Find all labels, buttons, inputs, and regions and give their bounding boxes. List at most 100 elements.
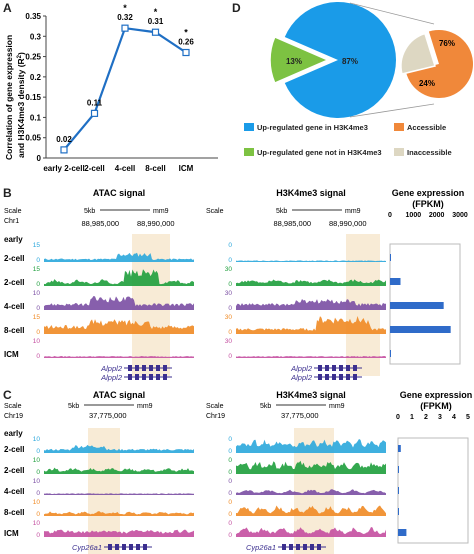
signal-track — [44, 529, 194, 537]
track-baseline: 0 — [228, 281, 232, 288]
exon — [115, 544, 119, 550]
slice-label: 13% — [286, 57, 302, 66]
chromosome-label: Chr19 — [4, 413, 23, 420]
track-scale: 15 — [33, 314, 41, 321]
panel-d-pies: 87% 13% 76% 24% Up-regulated gene in H3K4me… — [244, 1, 473, 157]
connector-line — [349, 103, 435, 118]
scalebar-label: 5kb — [68, 403, 79, 410]
track-scale: 10 — [33, 436, 41, 443]
stage-label: early — [4, 235, 23, 244]
track-scale: 10 — [33, 520, 41, 527]
exon — [318, 374, 322, 380]
data-point — [151, 28, 160, 36]
stage-label: 2-cell — [4, 445, 24, 454]
gene-label: Alppl2 — [100, 364, 123, 373]
exon — [143, 544, 147, 550]
exon — [296, 544, 300, 550]
y-tick-label: 0.1 — [30, 113, 42, 122]
coordinate-label: 88,990,000 — [329, 219, 367, 228]
expression-bar — [398, 508, 399, 515]
assembly-label: mm9 — [329, 403, 345, 410]
data-label: 0.32 — [117, 13, 133, 22]
x-tick-label: ICM — [179, 164, 194, 173]
series-line — [63, 26, 187, 151]
expression-tick: 1000 — [406, 212, 422, 219]
track-scale: 10 — [33, 499, 41, 506]
expression-tick: 5 — [466, 414, 470, 421]
exon — [318, 365, 322, 371]
signal-track — [44, 467, 194, 474]
atac-title: ATAC signal — [93, 390, 145, 400]
signal-track — [236, 260, 386, 262]
track-scale: 15 — [33, 266, 41, 273]
track-baseline: 0 — [36, 448, 40, 455]
track-baseline: 0 — [36, 305, 40, 312]
track-baseline: 0 — [36, 469, 40, 476]
scalebar-label: 5kb — [276, 208, 287, 215]
coordinate-label: 88,985,000 — [82, 219, 120, 228]
stage-label: 8-cell — [4, 326, 24, 335]
expression-bar — [398, 466, 399, 473]
signal-track — [44, 296, 194, 310]
signal-track — [236, 439, 386, 453]
expression-bar — [398, 529, 407, 536]
legend-label: Up-regulated gene not in H3K4me3 — [257, 148, 382, 157]
exon — [289, 544, 293, 550]
gene-label: Alppl2 — [290, 364, 313, 373]
panel-label-b: B — [3, 186, 12, 200]
pie-slice — [405, 29, 473, 98]
exon — [129, 544, 133, 550]
expression-frame — [397, 437, 469, 544]
signal-track — [236, 505, 386, 516]
track-baseline: 0 — [36, 490, 40, 497]
panel-label-c: C — [3, 388, 12, 402]
coordinate-label: 88,985,000 — [274, 219, 312, 228]
exon — [339, 365, 343, 371]
exon — [136, 544, 140, 550]
expression-tick: 3 — [438, 414, 442, 421]
signal-track — [236, 527, 386, 537]
legend-swatch — [244, 148, 254, 156]
signal-track — [44, 444, 194, 453]
stage-label: 2-cell — [4, 254, 24, 263]
scalebar-label: 5kb — [84, 208, 95, 215]
legend-label: Accessible — [407, 123, 446, 132]
legend-swatch — [244, 123, 254, 131]
panel-label-d: D — [232, 1, 241, 15]
expression-tick: 1 — [410, 414, 414, 421]
scale-label: Scale — [206, 403, 224, 410]
signal-track — [236, 460, 386, 474]
exon — [353, 365, 357, 371]
assembly-label: mm9 — [153, 208, 169, 215]
track-baseline: 0 — [228, 257, 232, 264]
expression-bar — [390, 254, 391, 261]
slice-label: 76% — [439, 39, 455, 48]
stage-label: 4-cell — [4, 487, 24, 496]
exon — [163, 374, 167, 380]
exon — [122, 544, 126, 550]
legend-swatch — [394, 123, 404, 131]
legend-label: Inaccessible — [407, 148, 452, 157]
signal-track — [44, 269, 194, 286]
y-tick-label: 0.3 — [30, 32, 42, 41]
legend-swatch — [394, 148, 404, 156]
exon — [310, 544, 314, 550]
signal-track — [236, 279, 386, 286]
track-scale: 30 — [225, 266, 233, 273]
track-baseline: 0 — [228, 448, 232, 455]
y-tick-label: 0.35 — [25, 12, 41, 21]
data-label: 0.02 — [56, 135, 72, 144]
exon — [332, 374, 336, 380]
track-baseline: 0 — [36, 329, 40, 336]
track-baseline: 0 — [228, 353, 232, 360]
track-scale: 0 — [228, 478, 232, 485]
pie-slice — [284, 1, 396, 119]
panel-label-a: A — [3, 1, 12, 15]
stage-label: 2-cell — [4, 466, 24, 475]
coordinate-label: 37,775,000 — [281, 411, 319, 420]
y-tick-label: 0.05 — [25, 134, 41, 143]
track-scale: 10 — [33, 290, 41, 297]
data-point — [182, 48, 190, 57]
track-baseline: 0 — [228, 511, 232, 518]
expression-tick: 0 — [396, 414, 400, 421]
